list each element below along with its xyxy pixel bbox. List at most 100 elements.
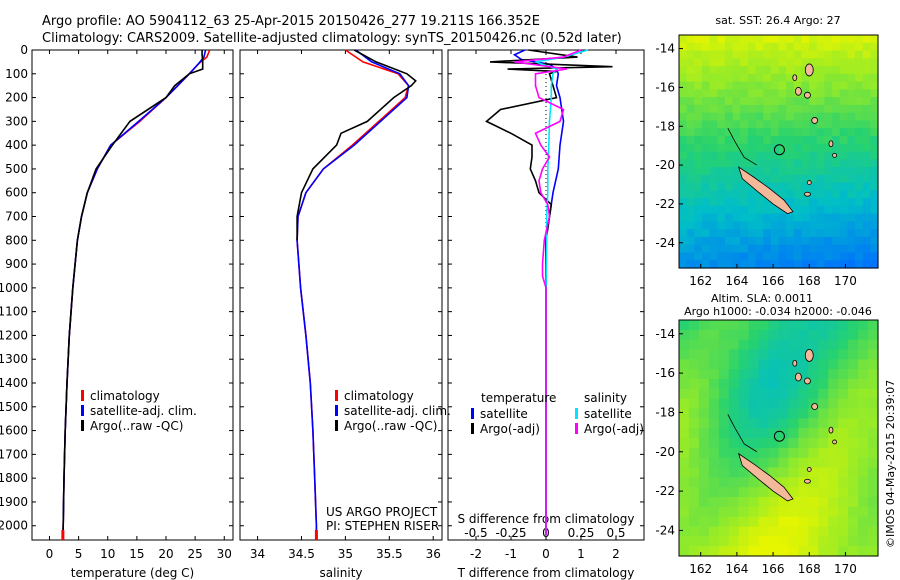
- legend-label: satellite: [480, 407, 528, 421]
- legend-label: climatology: [344, 389, 414, 403]
- x-tick-label: 25: [187, 547, 202, 561]
- legend-swatch: [335, 405, 338, 416]
- map-x-tick-label: 166: [762, 274, 785, 288]
- series-line-3: [514, 49, 582, 536]
- timestamp-stamp: ©IMOS 04-May-2015 20:39:07: [884, 379, 897, 548]
- depth-tick-label: 1600: [0, 424, 28, 438]
- map-y-tick-label: -20: [655, 445, 675, 459]
- map-y-tick-label: -24: [655, 236, 675, 250]
- map-x-tick-label: 166: [762, 562, 785, 576]
- landmass-new-caledonia: [737, 166, 794, 215]
- map-field-0: [679, 35, 879, 269]
- x-tick-label: -2: [470, 547, 482, 561]
- x-tick-label: 36: [426, 547, 441, 561]
- legend-swatch: [575, 423, 578, 434]
- depth-tick-label: 600: [5, 186, 28, 200]
- x-axis-label: T difference from climatology: [457, 566, 635, 580]
- map-title: sat. SST: 26.4 Argo: 27: [715, 14, 840, 27]
- depth-tick-label: 1500: [0, 400, 28, 414]
- legend-header-temperature: temperature: [481, 391, 556, 405]
- landmass-island: [832, 439, 837, 445]
- depth-tick-label: 1700: [0, 447, 28, 461]
- x-tick-label-salinity: -0.25: [495, 526, 526, 540]
- x-tick-label: 1: [577, 547, 585, 561]
- map-y-tick-label: -18: [655, 405, 675, 419]
- series-line-2: [535, 49, 589, 536]
- x-tick-label: 35.5: [376, 547, 403, 561]
- map-x-tick-label: 170: [834, 274, 857, 288]
- x-tick-label: 34: [250, 547, 265, 561]
- map-field-1: [679, 320, 879, 557]
- x-tick-label: 20: [158, 547, 173, 561]
- landmass-island: [792, 359, 798, 367]
- map-x-tick-label: 170: [834, 562, 857, 576]
- x-tick-label: 35: [338, 547, 353, 561]
- legend-swatch: [335, 420, 338, 431]
- series-line-1: [62, 49, 207, 536]
- x-tick-label: 0: [542, 547, 550, 561]
- map-y-tick-label: -14: [655, 327, 675, 341]
- depth-tick-label: 500: [5, 162, 28, 176]
- legend-swatch: [81, 405, 84, 416]
- x-axis-label: temperature (deg C): [71, 566, 194, 580]
- legend-swatch: [471, 423, 474, 434]
- map-frame-1: [678, 319, 879, 557]
- map-y-tick-label: -22: [655, 197, 675, 211]
- legend-label: satellite-adj. clim.: [344, 404, 451, 418]
- landmass-island: [811, 117, 819, 124]
- x-tick-label: 30: [217, 547, 232, 561]
- depth-tick-label: 1300: [0, 352, 28, 366]
- depth-tick-label: 1800: [0, 471, 28, 485]
- panel-frame-0: [31, 49, 234, 541]
- x-axis-label: salinity: [319, 566, 362, 580]
- x-tick-label-salinity: 0.25: [568, 526, 595, 540]
- x-tick-label: -1: [505, 547, 517, 561]
- series-line-1: [296, 49, 410, 536]
- depth-tick-label: 200: [5, 91, 28, 105]
- legend-label: Argo(..raw -QC): [344, 419, 437, 433]
- x-tick-label: 2: [612, 547, 620, 561]
- series-line-2: [62, 50, 204, 536]
- landmass-island: [832, 152, 837, 158]
- landmass-island: [804, 377, 811, 385]
- landmass-island: [806, 467, 812, 472]
- legend-label: satellite: [584, 407, 632, 421]
- legend-label: Argo(-adj): [584, 422, 644, 436]
- map-x-tick-label: 162: [689, 562, 712, 576]
- reef-outline: [727, 128, 758, 166]
- depth-tick-label: 900: [5, 257, 28, 271]
- map-y-tick-label: -16: [655, 366, 675, 380]
- landmass-island: [804, 63, 814, 77]
- depth-tick-label: 1400: [0, 376, 28, 390]
- x-tick-label: 34.5: [288, 547, 315, 561]
- map-x-tick-label: 162: [689, 274, 712, 288]
- legend-label: climatology: [90, 389, 160, 403]
- series-line-2: [296, 49, 417, 241]
- depth-tick-label: 400: [5, 138, 28, 152]
- map-frame-0: [678, 34, 879, 269]
- map-y-tick-label: -18: [655, 119, 675, 133]
- landmass-island: [806, 180, 812, 185]
- depth-tick-label: 700: [5, 210, 28, 224]
- legend-swatch: [81, 390, 84, 401]
- landmass-new-caledonia: [737, 452, 794, 502]
- map-x-tick-label: 168: [798, 274, 821, 288]
- landmass-island: [804, 191, 811, 197]
- annotation-project: US ARGO PROJECT: [326, 505, 438, 519]
- map-y-tick-label: -16: [655, 80, 675, 94]
- map-subtitle: Argo h1000: -0.034 h2000: -0.046: [684, 305, 872, 318]
- depth-tick-label: 2000: [0, 519, 28, 533]
- depth-tick-label: 1000: [0, 281, 28, 295]
- landmass-island: [795, 372, 802, 382]
- landmass-island: [804, 91, 811, 99]
- map-title: Altim. SLA: 0.0011: [711, 292, 813, 305]
- map-y-tick-label: -14: [655, 42, 675, 56]
- landmass-island: [804, 348, 814, 362]
- legend-swatch: [471, 408, 474, 419]
- legend-label: Argo(..raw -QC): [90, 419, 183, 433]
- x-tick-label: 15: [129, 547, 144, 561]
- map-y-tick-label: -22: [655, 484, 675, 498]
- depth-tick-label: 800: [5, 233, 28, 247]
- x-tick-label-salinity: 0.5: [606, 526, 625, 540]
- annotation-pi: PI: STEPHEN RISER: [326, 519, 439, 533]
